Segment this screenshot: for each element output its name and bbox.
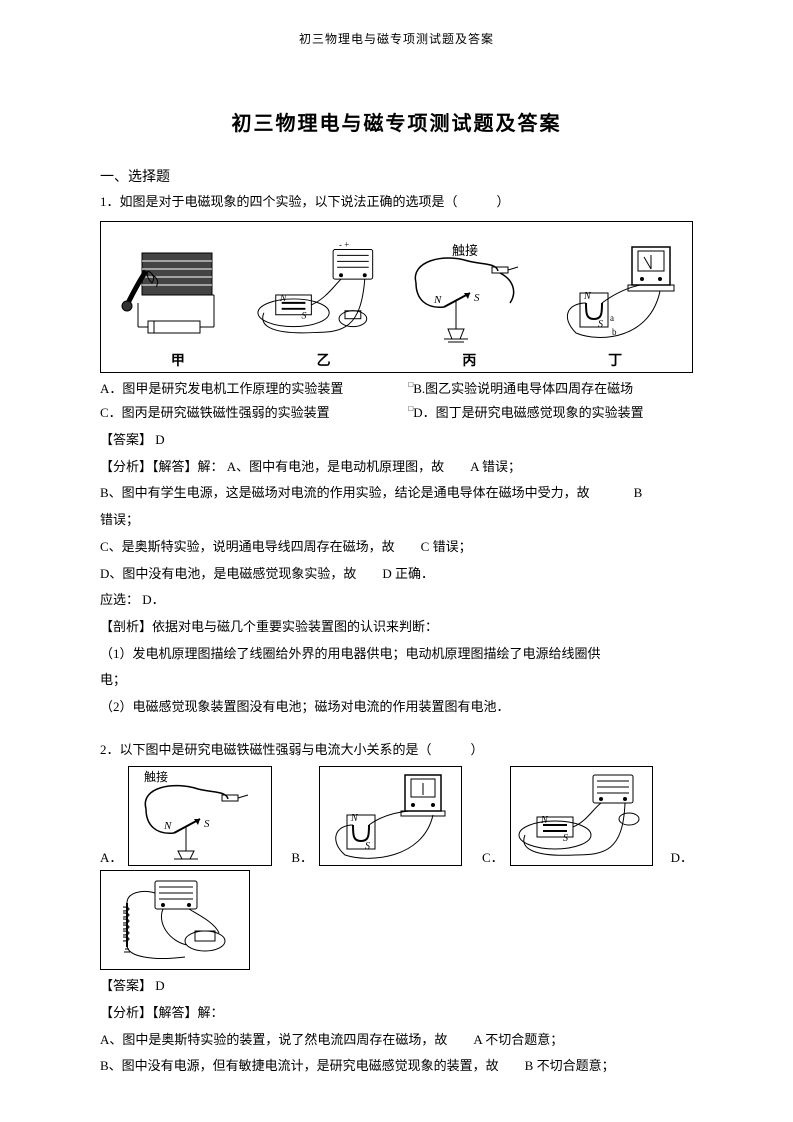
q2-label-c: C． [482,847,504,866]
svg-text:触接: 触接 [452,243,478,258]
svg-text:N: N [433,294,442,306]
q1-fig-jia-img [109,238,247,348]
q1-p1: （1）发电机原理图描绘了线圈给外界的用电器供电；电动机原理图描绘了电源给线圈供 [100,642,693,667]
svg-text:S: S [474,292,480,304]
svg-text:S: S [598,319,603,330]
q2-fig-b: N S [319,766,462,866]
q2-fig-row2 [100,870,693,970]
svg-text:触接: 触接 [144,769,168,784]
q1-fig-bing-img: 触接 N S [400,238,538,348]
svg-text:S: S [563,833,568,844]
q1-p1b: 电； [100,668,693,693]
svg-text:S: S [365,841,370,852]
q1-fig-yi: - + N S 乙 [251,238,397,370]
q1-select: 应选： D． [100,588,693,613]
section-heading: 一、选择题 [100,166,693,186]
page: 初三物理电与磁专项测试题及答案 初三物理电与磁专项测试题及答案 一、选择题 1．… [0,0,793,1122]
svg-text:N: N [350,813,359,824]
q1-analysis-head: 【分析】【解答】解： A、图中有电池，是电动机原理图，故 A 错误； [100,455,693,480]
q1-fig-bing: 触接 N S 丙 [397,238,543,370]
q2-a-line: A、图中是奥斯特实验的装置，说了然电流四周存在磁场，故 A 不切合题意； [100,1028,693,1053]
page-header: 初三物理电与磁专项测试题及答案 [100,30,693,47]
q1-optB: □B.图乙实验说明通电导体四周存在磁场 [408,377,693,402]
q1-stem: 1．如图是对于电磁现象的四个实验，以下说法正确的选项是（ ） [100,190,693,215]
q2-stem: 2．以下图中是研究电磁铁磁性强弱与电流大小关系的是（ ） [100,738,693,763]
q1-label-ding: 丁 [608,350,622,370]
q1-figure-box: 甲 - + N S [100,221,693,373]
svg-text:S: S [204,818,210,830]
q1-options-row1: A．图甲是研究发电机工作原理的实验装置 □B.图乙实验说明通电导体四周存在磁场 [100,377,693,402]
q2-fig-row1: A． 触接 N S B． [100,766,693,866]
q1-optA: A．图甲是研究发电机工作原理的实验装置 [100,377,408,402]
q1-label-jia: 甲 [171,350,185,370]
q1-fig-ding: N S a b 丁 [542,238,688,370]
q1-c-line: C、是奥斯特实验，说明通电导线四周存在磁场，故 C 错误； [100,535,693,560]
q2-analysis-head: 【分析】【解答】解： [100,1001,693,1026]
q1-optD: □D．图丁是研究电磁感觉现象的实验装置 [408,401,693,426]
q2-label-d: D． [671,847,693,866]
svg-text:S: S [302,310,307,321]
q1-px: 【剖析】依据对电与磁几个重要实验装置图的认识来判断： [100,615,693,640]
spacer [100,722,693,736]
svg-text:N: N [583,291,592,302]
q2-fig-c: N S [510,766,653,866]
svg-text:N: N [163,820,172,832]
q2-answer: 【答案】 D [100,974,693,999]
q2-b-line: B、图中没有电源，但有敏捷电流计，是研究电磁感觉现象的装置，故 B 不切合题意； [100,1054,693,1079]
svg-text:b: b [612,327,617,337]
q1-p2: （2）电磁感觉现象装置图没有电池；磁场对电流的作用装置图有电池． [100,695,693,720]
q1-optC: C．图丙是研究磁铁磁性强弱的实验装置 [100,401,408,426]
q1-fig-jia: 甲 [105,238,251,370]
svg-text:- +: - + [339,239,349,249]
q1-label-yi: 乙 [317,350,331,370]
q1-fig-ding-img: N S a b [546,238,684,348]
q1-b-line: B、图中有学生电源，这是磁场对电流的作用实验，结论是通电导体在磁场中受力，故B [100,481,693,506]
page-title: 初三物理电与磁专项测试题及答案 [100,107,693,136]
q1-b-line2: 错误； [100,508,693,533]
q2-fig-d [100,870,250,970]
q2-fig-a: 触接 N S [128,766,271,866]
q1-label-bing: 丙 [462,350,476,370]
q2-label-b: B． [291,847,313,866]
q1-options-row2: C．图丙是研究磁铁磁性强弱的实验装置 □D．图丁是研究电磁感觉现象的实验装置 [100,401,693,426]
q1-answer: 【答案】 D [100,428,693,453]
svg-text:a: a [610,313,614,323]
q1-d-line: D、图中没有电池，是电磁感觉现象实验，故 D 正确． [100,562,693,587]
q1-fig-yi-img: - + N S [254,238,392,348]
q2-label-a: A． [100,847,122,866]
